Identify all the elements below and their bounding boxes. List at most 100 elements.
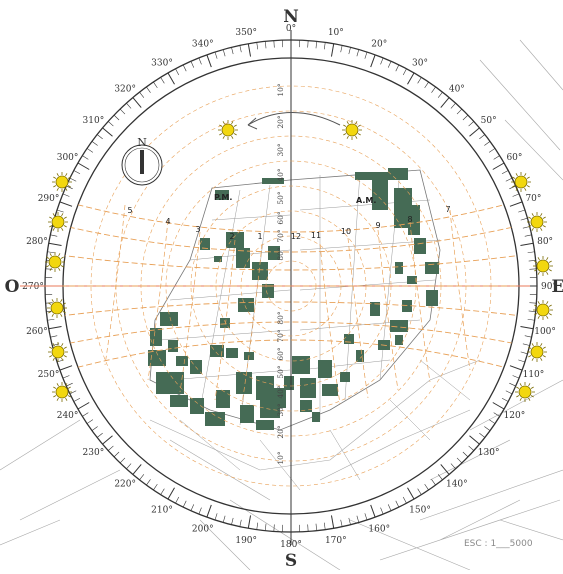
degree-label: 170° [325,536,347,546]
altitude-label: 20° [276,115,285,129]
tick-mark [457,458,462,463]
sun-icon [48,342,68,362]
tick-mark [265,524,266,531]
tick-mark [108,446,113,451]
building-block [322,384,338,396]
tick-mark [176,69,179,75]
tick-mark [403,69,406,75]
north-compass-icon: N [122,136,162,185]
tick-mark [510,202,522,206]
tick-mark [513,194,519,197]
south-label: S [285,551,297,570]
sun-motion-arrow [248,113,340,126]
tick-mark [408,488,415,499]
degree-label: 120° [504,411,526,421]
altitude-label: 70° [276,329,285,343]
altitude-label: 10° [276,451,285,465]
tick-mark [425,82,429,88]
degree-label: 260° [26,327,48,337]
degree-label: 110° [523,370,545,380]
degree-label: 130° [478,448,500,458]
tick-mark [87,420,93,424]
degree-label: 160° [368,524,390,534]
degree-label: 230° [83,448,105,458]
tick-mark [506,391,512,394]
tick-mark [120,109,125,114]
tick-mark [463,452,468,457]
degree-label: 340° [192,40,214,50]
tick-mark [489,420,495,424]
building-block [176,356,188,366]
hour-label: 8 [407,215,412,224]
tick-mark [63,376,69,379]
tick-mark [103,436,113,444]
degree-label: 10° [328,28,344,38]
tick-mark [408,73,415,84]
tick-mark [108,121,113,126]
building-block [355,172,390,180]
tick-mark [92,141,98,145]
tick-mark [215,52,217,59]
tick-mark [240,45,241,52]
sun-icon [218,120,238,140]
tick-mark [521,218,528,220]
building-block [292,356,310,374]
tick-mark [114,115,119,120]
tick-mark [199,58,202,64]
tick-mark [183,65,186,71]
tick-mark [248,515,250,528]
altitude-label: 20° [276,425,285,439]
tick-mark [103,128,113,136]
tick-mark [518,360,525,362]
degree-label: 140° [446,480,468,490]
west-label: O [5,277,20,297]
tick-mark [120,458,125,463]
degree-label: 290° [38,194,60,204]
tick-mark [331,44,333,57]
degree-label: 220° [114,480,136,490]
tick-mark [371,55,375,67]
tick-mark [357,50,359,57]
tick-mark [525,336,532,337]
tick-mark [365,52,367,59]
hour-label: 4 [165,217,170,226]
hour-label: 11 [311,231,321,240]
building-block [340,372,350,382]
scale-label: ESC : 1___5000 [464,539,533,549]
tick-mark [47,319,54,320]
tick-mark [140,474,144,480]
tick-mark [506,178,512,181]
tick-mark [493,163,504,170]
tick-mark [126,464,131,469]
tick-mark [133,464,141,474]
compass-label: N [137,136,147,149]
tick-mark [92,426,98,430]
hour-label: 10 [341,227,351,236]
north-label: N [283,7,299,27]
tick-mark [484,426,490,430]
tick-mark [153,82,157,88]
building-block [238,298,254,312]
tick-mark [349,47,351,54]
tick-mark [396,501,399,507]
tick-mark [60,366,72,370]
tick-mark [523,344,530,346]
tick-mark [324,523,325,530]
degree-label: 40° [449,84,465,94]
tick-mark [357,516,359,523]
tick-mark [381,58,384,64]
tick-mark [441,98,449,108]
tick-mark [509,186,515,189]
degree-label: 70° [525,194,541,204]
tick-mark [140,92,144,98]
tick-mark [513,376,519,379]
building-block [284,376,294,390]
tick-mark [74,398,80,401]
tick-mark [463,115,468,120]
tick-mark [469,128,479,136]
tick-mark [47,252,54,253]
sun-icon [48,212,68,232]
tick-mark [57,210,64,212]
tick-mark [49,243,62,245]
degree-label: 240° [57,411,79,421]
